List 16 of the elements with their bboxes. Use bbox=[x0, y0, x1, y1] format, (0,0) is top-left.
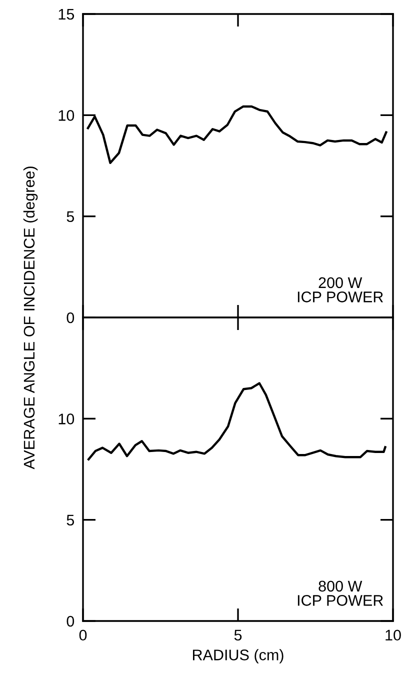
line-series bbox=[87, 382, 386, 460]
annotation: 800 W ICP POWER bbox=[298, 580, 383, 606]
y-tick-label: 10 bbox=[58, 110, 74, 121]
x-tick-label: 5 bbox=[234, 630, 242, 641]
line-series bbox=[86, 105, 388, 164]
y-tick-label: 15 bbox=[58, 9, 74, 20]
y-tick-label: 10 bbox=[58, 414, 74, 424]
y-tick-label: 0 bbox=[66, 616, 74, 627]
y-axis-title: AVERAGE ANGLE OF INCIDENCE (degree) bbox=[23, 166, 38, 470]
y-tick-label: 5 bbox=[66, 514, 74, 526]
y-tick-label: 0 bbox=[66, 312, 74, 324]
y-tick-label: 5 bbox=[66, 211, 74, 222]
annotation: 200 W ICP POWER bbox=[298, 277, 383, 302]
x-axis-title: RADIUS (cm) bbox=[193, 649, 284, 664]
x-tick-label: 10 bbox=[386, 630, 401, 641]
x-tick-label: 0 bbox=[79, 630, 87, 641]
